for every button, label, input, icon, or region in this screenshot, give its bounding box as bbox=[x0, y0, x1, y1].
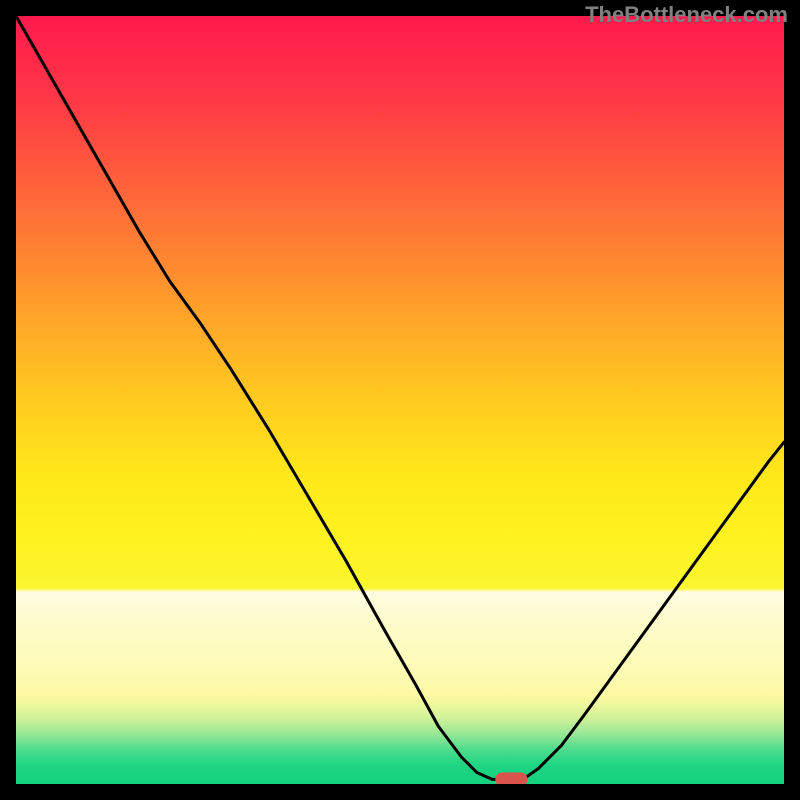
chart-svg bbox=[0, 0, 800, 800]
chart-background bbox=[16, 16, 784, 784]
chart-frame: TheBottleneck.com bbox=[0, 0, 800, 800]
watermark-text: TheBottleneck.com bbox=[585, 2, 788, 28]
